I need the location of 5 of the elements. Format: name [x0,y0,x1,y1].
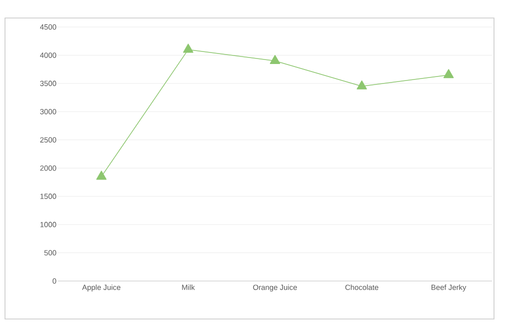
point [270,54,280,64]
point [96,170,107,180]
point [356,80,367,90]
point [183,44,194,53]
point [443,69,454,78]
